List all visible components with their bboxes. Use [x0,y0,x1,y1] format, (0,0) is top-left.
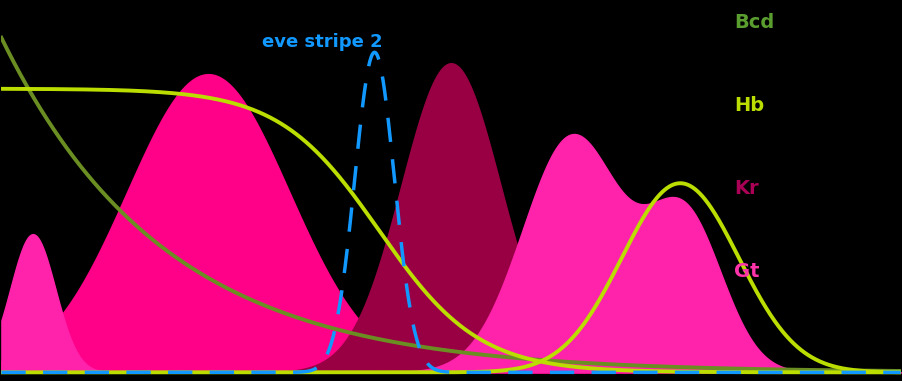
Text: Gt: Gt [734,263,759,282]
Text: Hb: Hb [734,96,764,115]
Text: Kr: Kr [734,179,759,198]
Text: Bcd: Bcd [734,13,775,32]
Text: eve stripe 2: eve stripe 2 [262,33,382,51]
